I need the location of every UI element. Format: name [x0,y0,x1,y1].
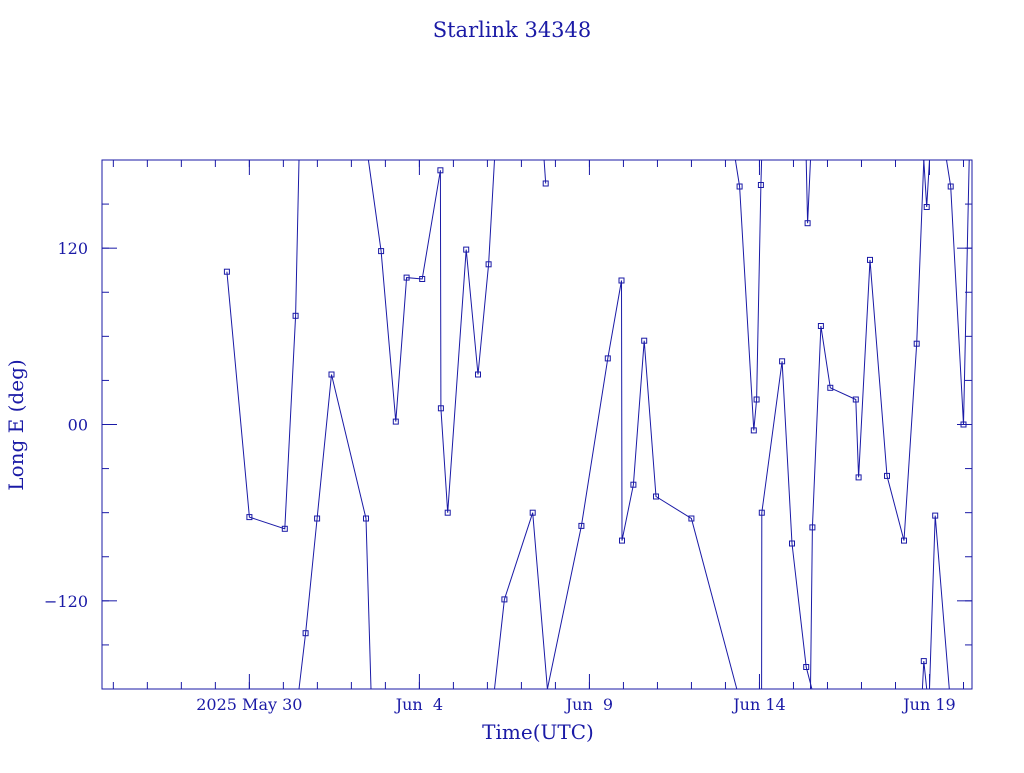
y-tick-label: 00 [68,416,88,435]
data-point [485,261,492,268]
data-point [437,167,444,174]
data-point [923,204,930,210]
chart-title: Starlink 34348 [433,18,592,42]
data-point [827,384,834,391]
data-point [604,355,611,362]
data-point [630,481,637,488]
data-point [884,472,890,479]
data-point [817,323,824,329]
series-line [921,661,928,690]
x-tick-label: 2025 May 30 [196,695,302,714]
x-tick-label: Jun 19 [901,695,955,714]
series-line [761,361,813,690]
series-line [543,159,547,184]
data-point [803,664,810,670]
series-line [923,159,930,208]
series-layer [226,159,970,690]
series-line [734,159,763,431]
data-point [246,514,253,521]
data-point [779,358,786,365]
data-point [960,421,967,428]
data-point [378,248,385,255]
data-point [901,537,907,544]
series-line [226,159,300,530]
ticks-layer [102,159,972,690]
data-point [328,371,335,378]
data-point [542,180,549,187]
series-line [546,280,738,690]
y-tick-label: −120 [44,592,88,611]
data-point [641,337,648,344]
series-line [494,512,548,690]
data-point [855,474,862,481]
data-point [223,268,230,275]
tick-labels-layer: 2025 May 30 Jun 4 Jun 9 Jun 14 Jun 19 120 00 −1… [44,239,956,714]
x-axis-label: Time(UTC) [482,720,594,744]
series-line [946,159,970,425]
data-point [578,522,585,529]
data-point [419,276,426,282]
data-point [653,493,659,500]
data-point [920,658,927,665]
data-point [392,418,399,425]
data-point [789,540,795,547]
data-point [932,512,939,519]
series-line [805,159,811,224]
x-tick-label: Jun 9 [564,695,613,714]
data-point [736,183,743,190]
y-tick-label: 120 [57,239,88,258]
data-point [913,340,920,347]
points-layer [223,167,967,670]
data-point [867,256,873,263]
data-point [501,596,508,603]
data-point [688,515,695,522]
y-axis-label: Long E (deg) [4,359,28,490]
data-point [757,182,764,188]
data-point [475,371,481,378]
data-point [947,183,954,190]
series-line [929,515,950,690]
data-point [750,427,757,434]
data-point [314,515,321,522]
data-point [281,525,288,532]
data-point [444,509,451,516]
data-point [619,537,625,544]
data-point [809,524,816,531]
data-point [403,274,410,281]
x-tick-label: Jun 14 [731,695,785,714]
series-line [367,159,495,513]
plot-frame [101,159,973,690]
data-point [363,515,369,522]
data-point [529,509,536,516]
data-point [753,396,760,403]
data-point [852,396,859,403]
data-point [302,630,309,637]
data-point [437,405,444,412]
data-point [463,246,470,253]
data-point [758,509,765,516]
series-line [298,374,372,690]
x-tick-label: Jun 4 [394,695,443,714]
data-point [804,220,811,227]
data-point [618,277,625,284]
series-line [810,159,925,690]
data-point [292,312,299,319]
